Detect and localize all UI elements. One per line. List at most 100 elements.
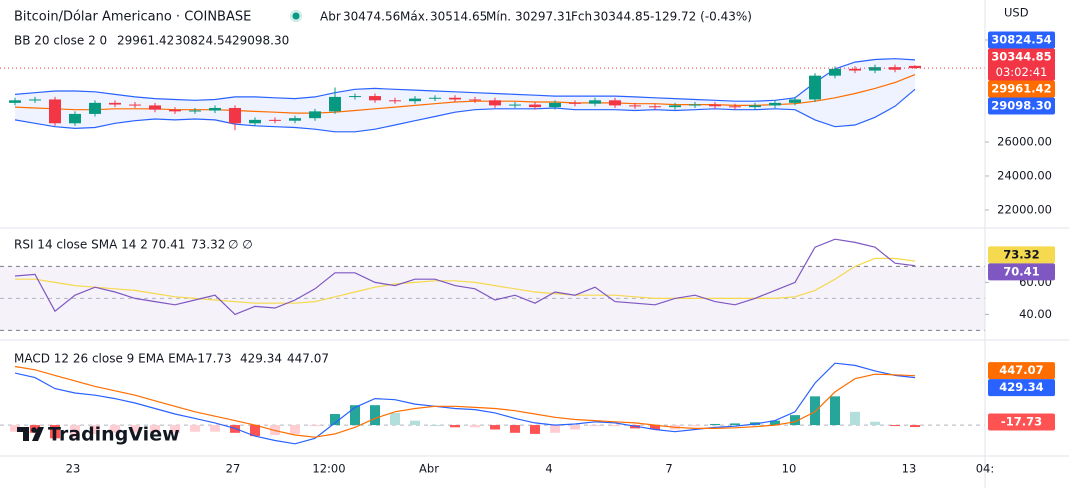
logo: TradingView <box>17 424 180 446</box>
x-tick-label: Abr <box>419 462 439 476</box>
candle-body <box>469 99 481 101</box>
price-tag-label: 429.34 <box>999 380 1043 394</box>
candle-body <box>49 99 61 124</box>
candle-body <box>869 67 881 71</box>
x-tick-label: 04: <box>976 462 995 476</box>
band-line <box>14 88 916 133</box>
price-tag-label: 70.41 <box>1003 264 1039 278</box>
candle-body <box>289 118 301 121</box>
histogram-bar <box>490 425 500 430</box>
candle-body <box>369 96 381 101</box>
price-tag-label: 29098.30 <box>991 98 1051 112</box>
histogram-bar <box>770 420 780 426</box>
candle-body <box>189 110 201 112</box>
histogram-bar <box>370 405 380 426</box>
histogram-bar <box>410 420 420 426</box>
candle-body <box>689 104 701 106</box>
candle-body <box>509 104 521 106</box>
indicator-title: MACD 12 26 close 9 EMA EMA <box>14 352 195 366</box>
price-tag <box>988 362 1055 380</box>
x-tick-label: 7 <box>665 462 672 476</box>
y-tick-label: 24000.00 <box>997 168 1052 182</box>
indicator-line <box>14 238 916 316</box>
y-tick-label: 22000.00 <box>997 202 1052 216</box>
band-line <box>14 58 916 102</box>
candle-body <box>669 105 681 108</box>
price-tag-label: 73.32 <box>1003 247 1039 261</box>
histogram-bar <box>650 425 660 430</box>
histogram-bar <box>50 425 60 439</box>
price-tag <box>988 413 1055 431</box>
x-tick-label: 23 <box>66 462 81 476</box>
candle-body <box>629 105 641 107</box>
candle-body <box>849 68 861 71</box>
ohlc-value: 30344.85 <box>593 10 650 24</box>
candle-body <box>709 104 721 107</box>
histogram-bar <box>190 425 200 432</box>
histogram-bar <box>70 425 80 438</box>
candle-body <box>229 107 241 124</box>
histogram-bar <box>430 425 440 427</box>
candle-body <box>209 107 221 111</box>
indicator-value: 447.07 <box>287 352 329 366</box>
candle-body <box>109 102 121 105</box>
candle-body <box>789 99 801 103</box>
basis-line <box>14 74 916 114</box>
histogram-bar <box>350 405 360 426</box>
histogram-bar <box>610 425 620 427</box>
histogram-bar <box>390 412 400 426</box>
histogram-bar <box>470 425 480 428</box>
price-tag <box>988 80 1055 98</box>
indicator-line <box>15 257 916 304</box>
histogram-bar <box>250 425 260 437</box>
histogram-bar <box>550 425 560 433</box>
histogram-bar <box>790 415 800 426</box>
candle-body <box>809 75 821 100</box>
histogram-bar <box>530 425 540 434</box>
histogram-bar <box>510 425 520 433</box>
ohlc-label: Máx. <box>400 10 429 24</box>
candle-body <box>589 100 601 104</box>
candle-body <box>9 100 21 103</box>
histogram-bar <box>110 425 120 433</box>
countdown: 03:02:41 <box>996 65 1048 79</box>
ohlc-label: Mín. <box>486 10 511 24</box>
candle-body <box>309 111 321 119</box>
ohlc-value: 30514.65 <box>430 10 487 24</box>
price-tag <box>988 31 1055 49</box>
candle-body <box>169 109 181 112</box>
indicator-value: 29098.30 <box>232 34 289 48</box>
price-tag <box>988 379 1055 397</box>
y-tick-label: 26000.00 <box>997 134 1052 148</box>
candle-body <box>769 102 781 106</box>
histogram-bar <box>910 425 920 428</box>
na-marks: ∅ ∅ <box>228 238 253 252</box>
candle-body <box>89 102 101 114</box>
histogram-bar <box>710 423 720 426</box>
candle-body <box>829 68 841 76</box>
histogram-bar <box>90 425 100 434</box>
x-tick-label: 12:00 <box>312 462 345 476</box>
currency: USD <box>1004 6 1029 20</box>
price-tag-label: 30344.85 <box>991 49 1051 63</box>
indicator-value: 70.41 <box>151 238 185 252</box>
histogram-bar <box>150 425 160 433</box>
indicator-value: 29961.42 <box>117 34 174 48</box>
x-tick-label: 4 <box>545 462 552 476</box>
price-tag-label: 30824.54 <box>991 32 1051 46</box>
candle-body <box>529 104 541 108</box>
indicator-value: 30824.54 <box>175 34 232 48</box>
indicator-line <box>14 365 916 438</box>
ohlc-label: Fch <box>571 10 592 24</box>
indicator-value: 73.32 <box>191 238 225 252</box>
histogram-bar <box>690 425 700 427</box>
indicator-line <box>14 362 916 445</box>
price-tag <box>988 263 1055 281</box>
histogram-bar <box>850 411 860 426</box>
indicator-title: RSI 14 close SMA 14 2 <box>14 238 148 252</box>
candle-body <box>269 119 281 121</box>
x-tick-label: 10 <box>782 462 797 476</box>
price-tag <box>988 97 1055 115</box>
candle-body <box>69 113 81 124</box>
